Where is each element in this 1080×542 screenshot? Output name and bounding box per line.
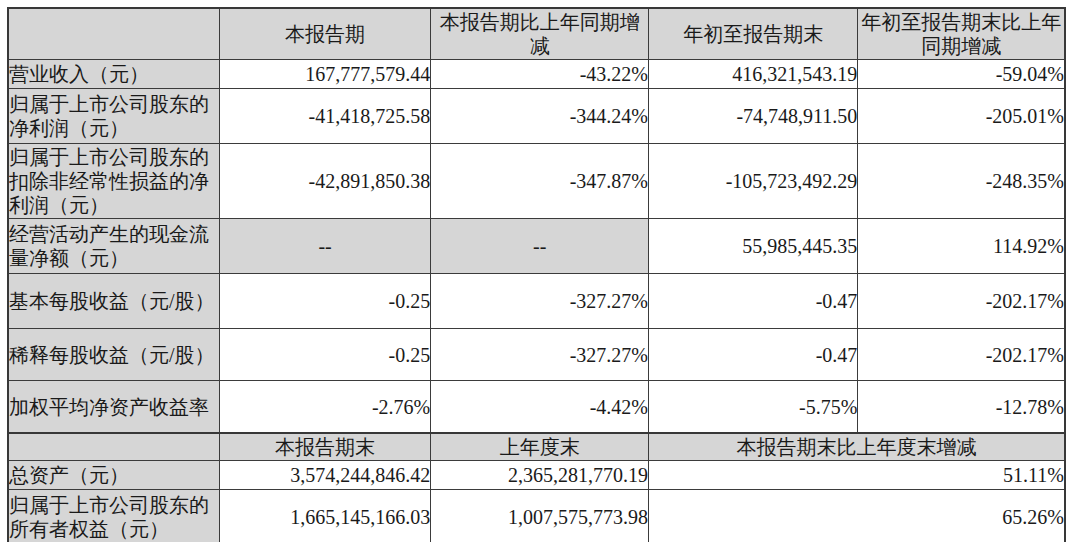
cell-basic-eps-yoy-change: -327.27% <box>431 274 649 329</box>
table-row-revenue: 营业收入（元） 167,777,579.44 -43.22% 416,321,5… <box>8 60 1065 89</box>
cell-revenue-current-period: 167,777,579.44 <box>219 60 430 89</box>
row-label-weighted-avg-roe: 加权平均净资产收益率 <box>8 381 219 434</box>
header-cell-current-period-yoy-change: 本报告期比上年同期增减 <box>431 8 649 60</box>
table-row-weighted-avg-roe: 加权平均净资产收益率 -2.76% -4.42% -5.75% -12.78% <box>8 381 1065 434</box>
cell-roe-ytd-yoy-change: -12.78% <box>858 381 1065 434</box>
cell-equity-change: 65.26% <box>649 490 1065 542</box>
cell-basic-eps-ytd-yoy-change: -202.17% <box>858 274 1065 329</box>
table-row-total-assets: 总资产（元） 3,574,244,846.42 2,365,281,770.19… <box>8 461 1065 490</box>
row-label-diluted-eps: 稀释每股收益（元/股） <box>8 329 219 381</box>
header-cell-year-to-date: 年初至报告期末 <box>649 8 858 60</box>
cell-diluted-eps-current-period: -0.25 <box>219 329 430 381</box>
row-label-net-profit: 归属于上市公司股东的净利润（元） <box>8 89 219 144</box>
cell-total-assets-current-period-end: 3,574,244,846.42 <box>219 461 430 490</box>
header-cell-period-end-change: 本报告期末比上年度末增减 <box>649 433 1065 461</box>
cell-cash-flow-ytd: 55,985,445.35 <box>649 219 858 274</box>
cell-roe-ytd: -5.75% <box>649 381 858 434</box>
cell-total-assets-prior-year-end: 2,365,281,770.19 <box>431 461 649 490</box>
cell-equity-current-period-end: 1,665,145,166.03 <box>219 490 430 542</box>
cell-total-assets-change: 51.11% <box>649 461 1065 490</box>
cell-basic-eps-current-period: -0.25 <box>219 274 430 329</box>
cell-net-profit-yoy-change: -344.24% <box>431 89 649 144</box>
cell-net-profit-excl-current-period: -42,891,850.38 <box>219 144 430 219</box>
header-cell-current-period: 本报告期 <box>219 8 430 60</box>
cell-net-profit-excl-ytd: -105,723,492.29 <box>649 144 858 219</box>
cell-net-profit-ytd-yoy-change: -205.01% <box>858 89 1065 144</box>
row-label-net-profit-excl-nonrecurring: 归属于上市公司股东的扣除非经常性损益的净利润（元） <box>8 144 219 219</box>
cell-roe-yoy-change: -4.42% <box>431 381 649 434</box>
cell-basic-eps-ytd: -0.47 <box>649 274 858 329</box>
header-cell-prior-year-end: 上年度末 <box>431 433 649 461</box>
cell-roe-current-period: -2.76% <box>219 381 430 434</box>
cell-net-profit-ytd: -74,748,911.50 <box>649 89 858 144</box>
cell-diluted-eps-ytd-yoy-change: -202.17% <box>858 329 1065 381</box>
row-label-operating-cash-flow: 经营活动产生的现金流量净额（元） <box>8 219 219 274</box>
cell-revenue-ytd: 416,321,543.19 <box>649 60 858 89</box>
table-row-net-profit: 归属于上市公司股东的净利润（元） -41,418,725.58 -344.24%… <box>8 89 1065 144</box>
cell-equity-prior-year-end: 1,007,575,773.98 <box>431 490 649 542</box>
cell-net-profit-excl-ytd-yoy-change: -248.35% <box>858 144 1065 219</box>
cell-net-profit-excl-yoy-change: -347.87% <box>431 144 649 219</box>
header-cell-empty <box>8 8 219 60</box>
cell-diluted-eps-yoy-change: -327.27% <box>431 329 649 381</box>
cell-revenue-yoy-change: -43.22% <box>431 60 649 89</box>
table-row-shareholders-equity: 归属于上市公司股东的所有者权益（元） 1,665,145,166.03 1,00… <box>8 490 1065 542</box>
row-label-total-assets: 总资产（元） <box>8 461 219 490</box>
table-row-basic-eps: 基本每股收益（元/股） -0.25 -327.27% -0.47 -202.17… <box>8 274 1065 329</box>
cell-cash-flow-yoy-change-na: -- <box>431 219 649 274</box>
table-row-operating-cash-flow: 经营活动产生的现金流量净额（元） -- -- 55,985,445.35 114… <box>8 219 1065 274</box>
table-row-net-profit-excl-nonrecurring: 归属于上市公司股东的扣除非经常性损益的净利润（元） -42,891,850.38… <box>8 144 1065 219</box>
header-row-period: 本报告期 本报告期比上年同期增减 年初至报告期末 年初至报告期末比上年同期增减 <box>8 8 1065 60</box>
cell-cash-flow-ytd-yoy-change: 114.92% <box>858 219 1065 274</box>
cell-diluted-eps-ytd: -0.47 <box>649 329 858 381</box>
row-label-basic-eps: 基本每股收益（元/股） <box>8 274 219 329</box>
header-cell-current-period-end: 本报告期末 <box>219 433 430 461</box>
header-cell-year-to-date-yoy-change: 年初至报告期末比上年同期增减 <box>858 8 1065 60</box>
table-row-diluted-eps: 稀释每股收益（元/股） -0.25 -327.27% -0.47 -202.17… <box>8 329 1065 381</box>
financial-summary-table: 本报告期 本报告期比上年同期增减 年初至报告期末 年初至报告期末比上年同期增减 … <box>7 7 1066 542</box>
cell-revenue-ytd-yoy-change: -59.04% <box>858 60 1065 89</box>
header-row-period-end: 本报告期末 上年度末 本报告期末比上年度末增减 <box>8 433 1065 461</box>
cell-cash-flow-current-period-na: -- <box>219 219 430 274</box>
cell-net-profit-current-period: -41,418,725.58 <box>219 89 430 144</box>
report-page: 本报告期 本报告期比上年同期增减 年初至报告期末 年初至报告期末比上年同期增减 … <box>0 0 1080 542</box>
row-label-shareholders-equity: 归属于上市公司股东的所有者权益（元） <box>8 490 219 542</box>
row-label-revenue: 营业收入（元） <box>8 60 219 89</box>
header-cell-empty-2 <box>8 433 219 461</box>
